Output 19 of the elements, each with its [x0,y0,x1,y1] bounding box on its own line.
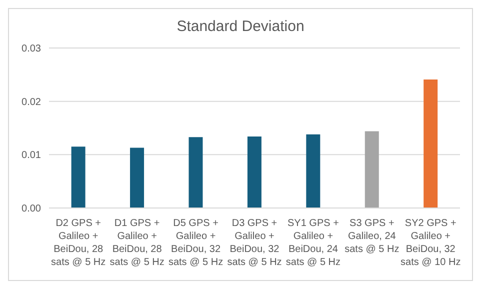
x-tick-label: S3 GPS + Galileo, 24 sats @ 5 Hz [344,218,400,255]
bar [188,137,203,208]
bar [130,148,144,208]
y-tick-label: 0.00 [22,204,42,215]
bar [424,79,438,208]
y-tick-label: 0.01 [22,150,42,162]
bar [306,134,320,208]
x-tick-label: D2 GPS + Galileo + BeiDou, 28 sats @ 5 Hz [51,218,106,268]
x-tick-label: D1 GPS + Galileo + BeiDou, 28 sats @ 5 Hz [110,218,164,268]
bar [71,146,86,208]
x-tick-label: D3 GPS + Galileo + BeiDou, 32 sats @ 5 Hz [227,218,282,268]
y-tick-label: 0.03 [22,44,42,55]
bar [364,131,379,208]
chart-title: Standard Deviation [176,17,306,37]
bar [247,136,262,208]
x-tick-label: SY2 GPS + Galileo + BeiDou, 32 sats @ 10 Hz [400,218,461,268]
x-tick-label: SY1 GPS + Galileo + BeiDou, 24 sats @ 5 Hz [286,218,341,268]
y-tick-label: 0.02 [22,96,42,108]
x-tick-label: D5 GPS + Galileo + BeiDou, 32 sats @ 5 Hz [168,218,224,268]
